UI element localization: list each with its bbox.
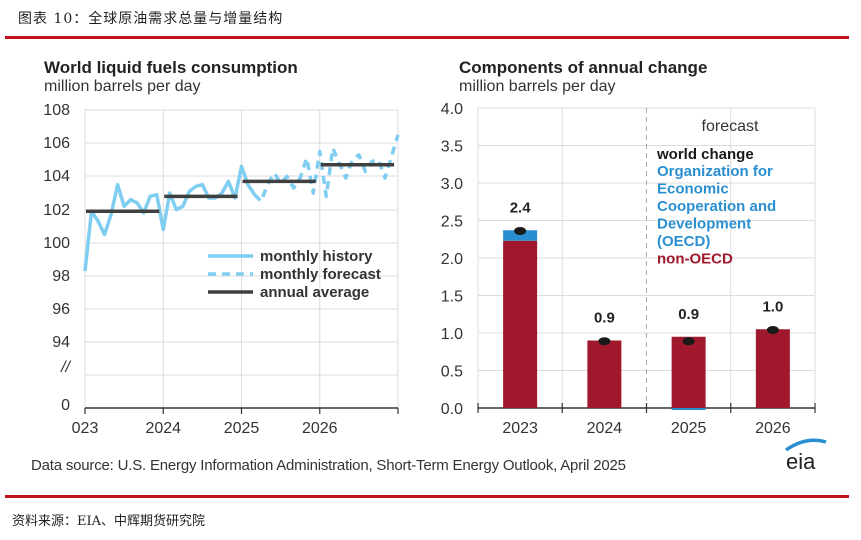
left-x-tick-label: 023 xyxy=(72,420,99,437)
left-y-tick-label: 0 xyxy=(61,397,70,414)
source-attribution: 资料来源：EIA、中辉期货研究院 xyxy=(12,514,206,529)
non-oecd-bar xyxy=(587,340,622,408)
legend-non-oecd: non-OECD xyxy=(657,251,733,268)
eia-swoosh-icon: eia xyxy=(784,438,827,474)
figure-title: 图表 10：全球原油需求总量与增量结构 xyxy=(18,11,284,27)
left-x-tick-label: 2026 xyxy=(302,420,338,437)
left-y-tick-label: 108 xyxy=(43,102,70,119)
eia-logo: eia xyxy=(782,438,832,474)
right-y-tick-label: 0.0 xyxy=(441,401,463,418)
left-x-tick-label: 2024 xyxy=(145,420,181,437)
monthly-history-line xyxy=(83,164,257,272)
left-chart-subtitle: million barrels per day xyxy=(44,78,201,95)
right-y-tick-label: 2.0 xyxy=(441,251,463,268)
right-x-tick-label: 2024 xyxy=(587,420,623,437)
left-y-tick-label: 100 xyxy=(43,235,70,252)
right-x-tick-label: 2025 xyxy=(671,420,707,437)
right-y-tick-label: 4.0 xyxy=(441,101,463,118)
eia-logo-text: eia xyxy=(786,449,816,474)
right-chart-title: Components of annual change xyxy=(459,58,708,77)
right-x-tick-label: 2026 xyxy=(755,420,791,437)
data-source-note: Data source: U.S. Energy Information Adm… xyxy=(31,457,626,474)
right-chart-subtitle: million barrels per day xyxy=(459,78,616,95)
non-oecd-bar xyxy=(671,336,706,408)
legend-oecd-line: Organization for xyxy=(657,163,773,180)
world-change-marker xyxy=(514,227,527,235)
legend-label: annual average xyxy=(260,284,369,301)
bar-data-label: 1.0 xyxy=(762,298,783,315)
forecast-annotation: forecast xyxy=(702,118,759,135)
left-y-tick-label: 104 xyxy=(43,168,70,185)
non-oecd-bar xyxy=(755,329,790,408)
bar-data-label: 2.4 xyxy=(510,199,532,216)
right-y-tick-label: 3.0 xyxy=(441,176,463,193)
left-y-tick-label: // xyxy=(60,359,71,376)
legend-oecd-line: Economic xyxy=(657,181,729,198)
legend-label: monthly history xyxy=(260,248,373,265)
left-y-tick-label: 102 xyxy=(43,202,70,219)
world-change-marker xyxy=(766,326,779,334)
legend-world-change: world change xyxy=(656,146,754,163)
oecd-bar xyxy=(671,408,706,410)
legend-oecd-line: Development xyxy=(657,216,751,233)
non-oecd-bar xyxy=(503,240,538,408)
left-y-tick-label: 98 xyxy=(52,268,70,285)
legend-oecd-line: Cooperation and xyxy=(657,198,776,215)
left-chart-title: World liquid fuels consumption xyxy=(44,58,298,77)
right-y-tick-label: 2.5 xyxy=(441,214,463,231)
left-y-tick-label: 106 xyxy=(43,135,70,152)
left-x-tick-label: 2025 xyxy=(224,420,260,437)
legend-oecd-line: (OECD) xyxy=(657,233,710,250)
left-y-tick-label: 96 xyxy=(52,301,70,318)
bar-data-label: 0.9 xyxy=(678,306,699,323)
world-change-marker xyxy=(598,337,611,346)
oecd-bar xyxy=(503,230,538,241)
world-change-marker xyxy=(682,337,695,346)
right-bar-chart: 4.0 3.5 3.0 2.5 2.0 1.5 1.0 0.5 0.0 forecast 2.4 20… xyxy=(441,101,816,437)
right-x-tick-label: 2023 xyxy=(502,420,538,437)
top-divider xyxy=(5,36,849,39)
bar-data-label: 0.9 xyxy=(594,310,615,327)
right-y-tick-label: 1.0 xyxy=(441,326,463,343)
legend-label: monthly forecast xyxy=(260,266,381,283)
right-y-tick-label: 3.5 xyxy=(441,139,463,156)
bottom-divider xyxy=(5,495,849,498)
right-y-tick-label: 0.5 xyxy=(441,364,463,381)
left-y-tick-label: 94 xyxy=(52,334,70,351)
right-y-tick-label: 1.5 xyxy=(441,289,463,306)
